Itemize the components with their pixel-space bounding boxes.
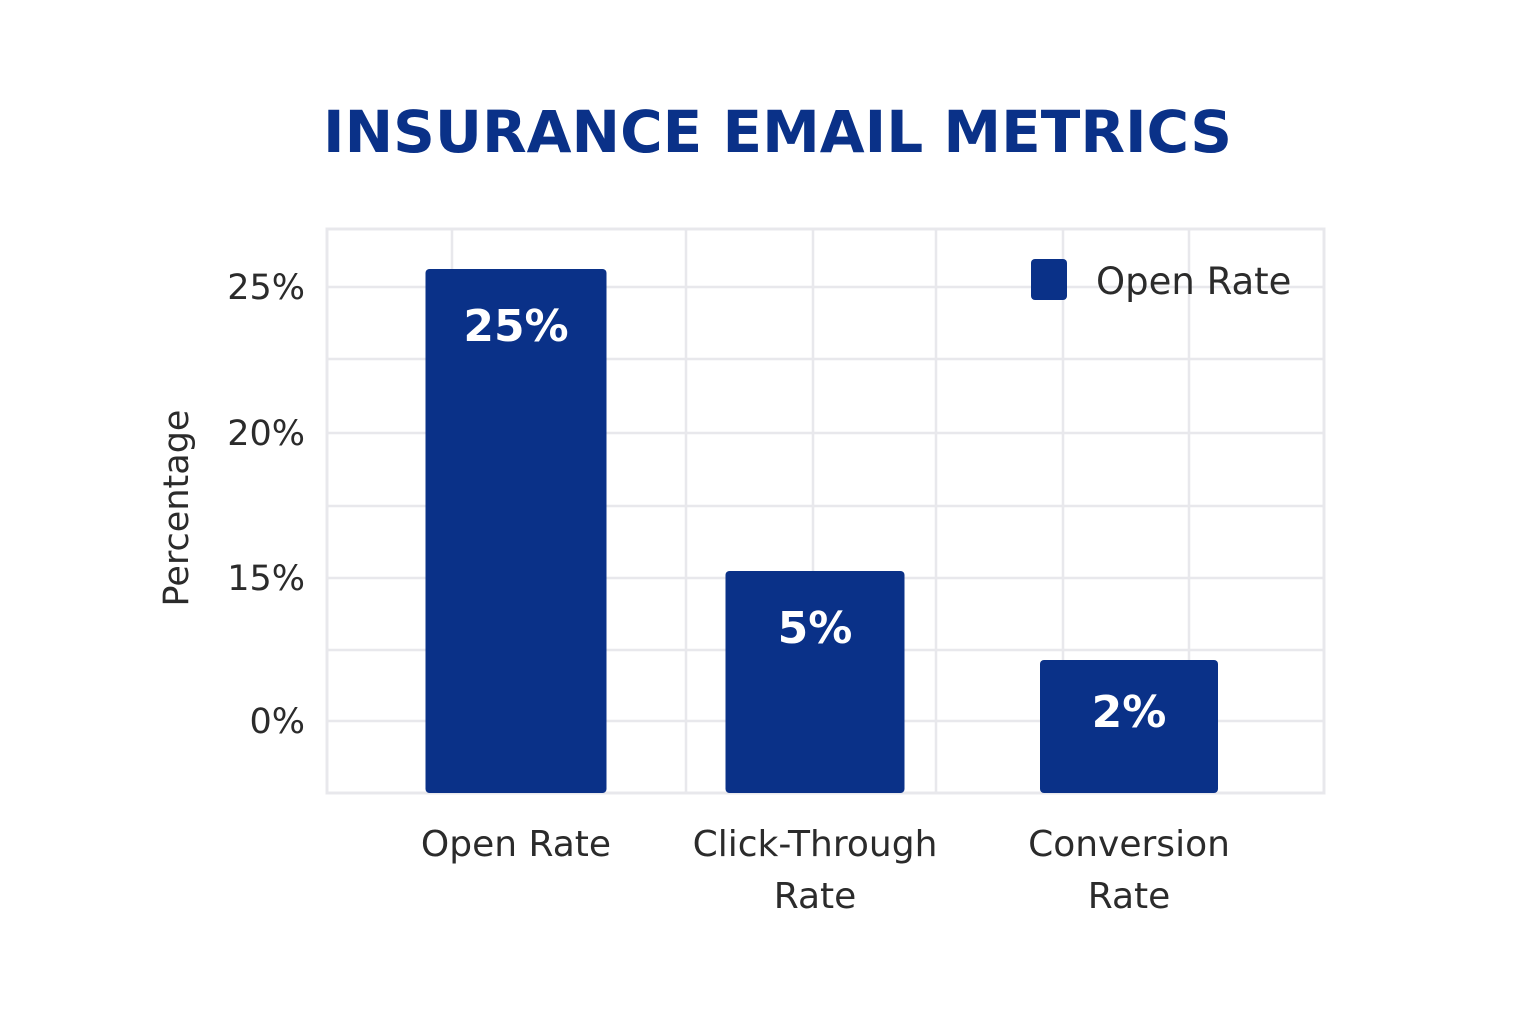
bar <box>1040 660 1218 793</box>
bar-value-label: 5% <box>778 603 853 654</box>
y-axis-ticks: 0% 15% 20% 25% <box>227 268 305 742</box>
y-tick-label: 15% <box>227 559 305 599</box>
bar-value-label: 25% <box>463 301 568 352</box>
x-axis-labels: Open Rate Click-Through Rate Conversion Rate <box>421 824 1230 917</box>
y-axis-label: Percentage <box>157 410 197 607</box>
bars: 25% 5% 2% <box>425 269 1218 793</box>
bar-value-label: 2% <box>1092 687 1167 738</box>
x-tick-label: Conversion Rate <box>1028 824 1230 917</box>
legend-swatch <box>1031 259 1067 300</box>
y-tick-label: 20% <box>227 414 305 454</box>
bar <box>425 269 607 793</box>
y-tick-label: 0% <box>249 702 305 742</box>
bar <box>725 571 905 793</box>
legend-label: Open Rate <box>1096 260 1291 303</box>
chart-title: INSURANCE EMAIL METRICS <box>323 98 1232 166</box>
legend: Open Rate <box>1031 259 1291 303</box>
x-tick-label: Click-Through Rate <box>693 824 938 917</box>
x-tick-label: Open Rate <box>421 824 611 865</box>
y-tick-label: 25% <box>227 268 305 308</box>
